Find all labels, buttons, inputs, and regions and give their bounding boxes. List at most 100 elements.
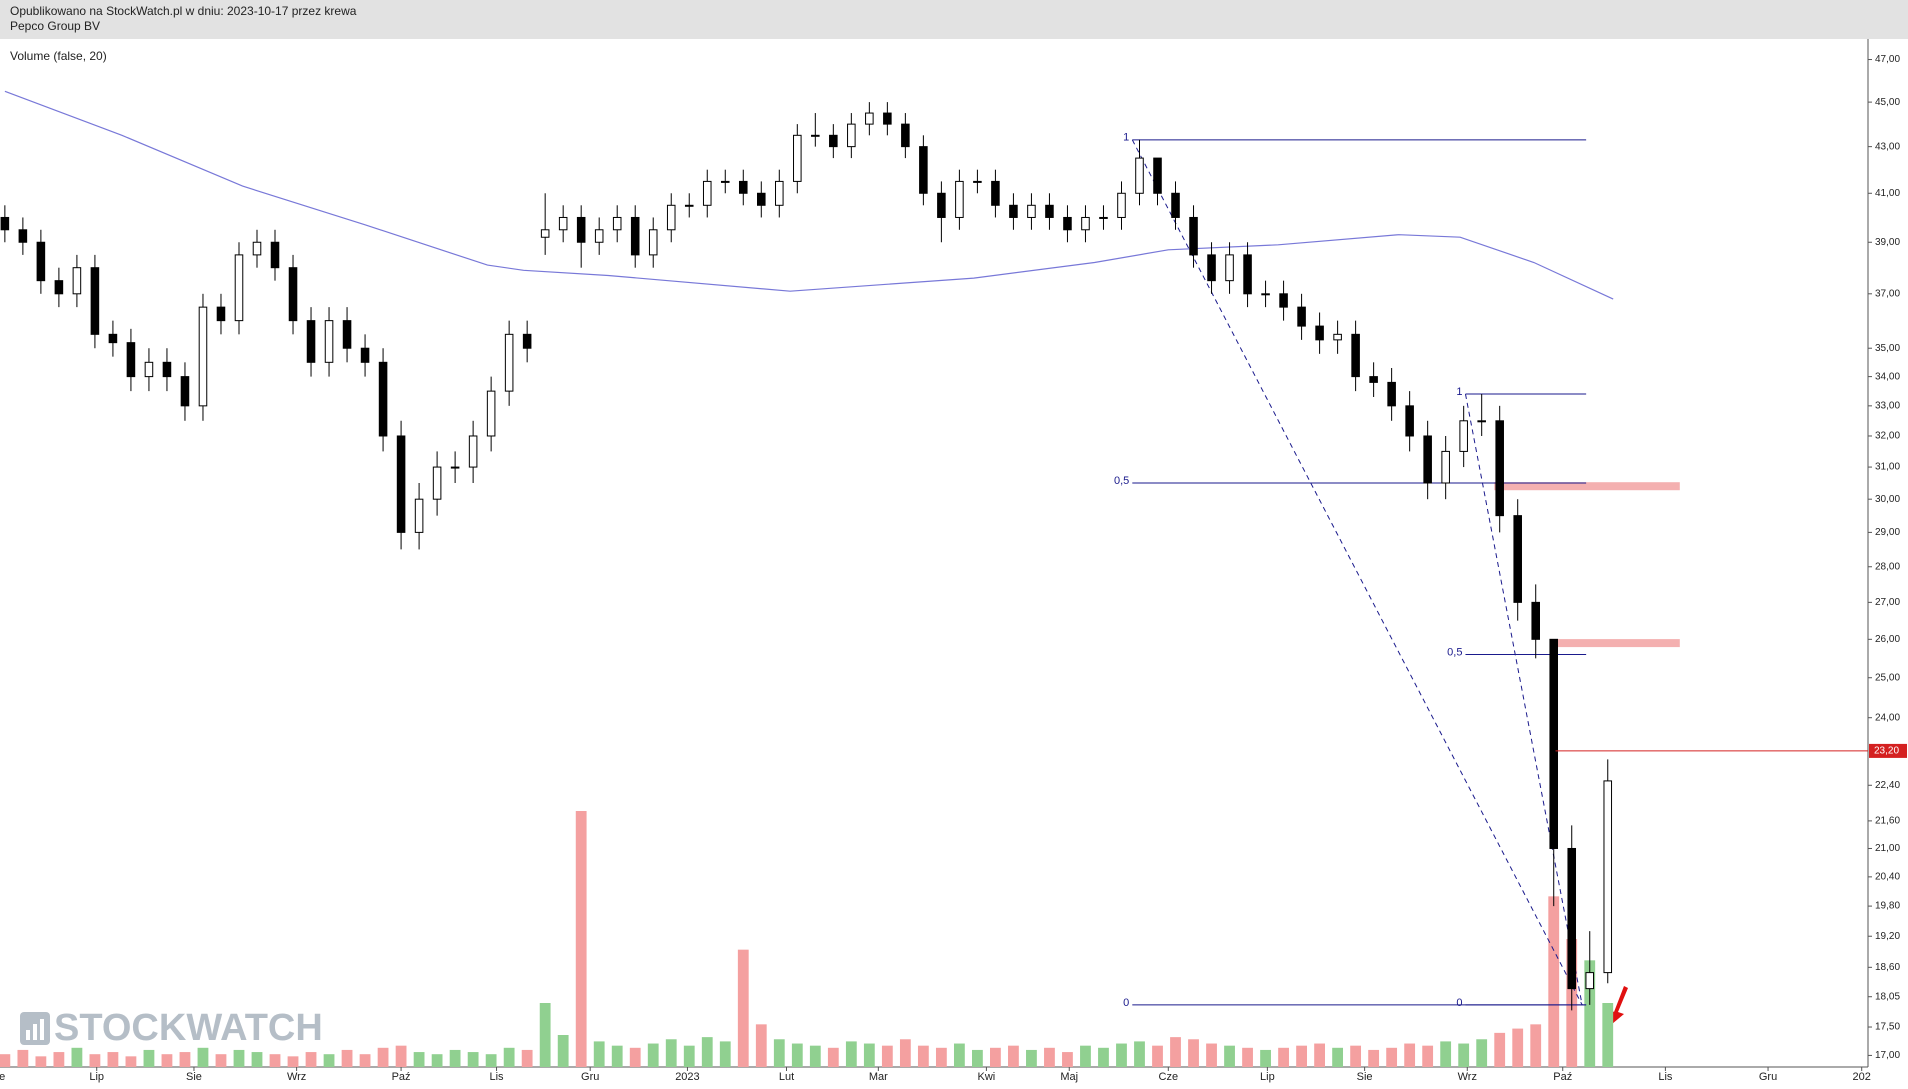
x-tick-label: Cze <box>1159 1071 1179 1083</box>
candle-body <box>1045 204 1054 218</box>
volume-bar <box>1440 1041 1452 1067</box>
volume-bar <box>575 811 587 1067</box>
candle-body <box>396 435 406 533</box>
fib-label: 0 <box>1123 997 1129 1009</box>
candle-body <box>0 216 10 231</box>
y-tick-label: 17,50 <box>1875 1022 1900 1033</box>
x-tick-label: Lis <box>490 1071 505 1083</box>
candle-body <box>1423 435 1432 484</box>
candle-body <box>540 229 550 238</box>
candle-body <box>991 180 1000 206</box>
y-tick-label: 31,00 <box>1875 462 1900 473</box>
x-tick-label: Gru <box>1759 1071 1777 1083</box>
volume-bar <box>557 1035 569 1067</box>
x-tick-label: Paź <box>392 1071 411 1083</box>
volume-bar <box>53 1052 65 1067</box>
y-tick-label: 28,00 <box>1875 561 1900 572</box>
candle-body <box>342 320 352 349</box>
fib-label: 1 <box>1123 132 1129 144</box>
candle-body <box>1261 293 1270 296</box>
x-tick-label: Wrz <box>1458 1071 1477 1083</box>
candle-body <box>720 180 730 183</box>
fib-trend <box>1464 393 1583 1005</box>
volume-bar <box>683 1045 695 1067</box>
y-tick-label: 30,00 <box>1875 494 1900 505</box>
volume-bar <box>341 1049 353 1067</box>
candle-body <box>90 267 100 335</box>
candle-body <box>414 498 424 533</box>
candle-body <box>162 361 172 378</box>
y-tick-label: 27,00 <box>1875 597 1900 608</box>
y-tick-label: 24,00 <box>1875 712 1900 723</box>
fib-label: 0,5 <box>1447 646 1462 658</box>
volume-bar <box>143 1049 155 1067</box>
volume-bar <box>233 1049 245 1067</box>
volume-bar <box>1494 1032 1506 1067</box>
fib-label: 0 <box>1456 997 1462 1009</box>
volume-bar <box>1530 1024 1542 1067</box>
candle-body <box>883 112 892 125</box>
volume-bar <box>647 1043 659 1067</box>
volume-bar <box>287 1056 299 1067</box>
candle-body <box>1603 780 1613 974</box>
candle-body <box>450 466 460 469</box>
x-tick-label: Lip <box>89 1071 104 1083</box>
volume-bar <box>1116 1043 1127 1067</box>
volume-bar <box>161 1054 173 1067</box>
candle-body <box>1513 515 1522 603</box>
volume-bar <box>1584 960 1596 1067</box>
candle-body <box>1585 972 1595 990</box>
candle-body <box>36 241 46 282</box>
candle-body <box>1315 325 1324 341</box>
y-tick-label: 29,00 <box>1875 527 1900 538</box>
candle-body <box>919 146 928 194</box>
volume-bar <box>737 949 749 1067</box>
resistance-zone <box>1494 482 1680 491</box>
volume-bar <box>1548 896 1560 1067</box>
candle-body <box>594 229 604 243</box>
y-tick-label: 43,00 <box>1875 141 1900 152</box>
candle-body <box>666 204 676 231</box>
x-tick-label: Paź <box>1553 1071 1572 1083</box>
volume-bar <box>863 1043 875 1067</box>
fib-trend <box>1131 139 1583 1006</box>
volume-bar <box>899 1039 911 1067</box>
candle-body <box>1351 333 1360 378</box>
candle-body <box>522 333 532 349</box>
candle-body <box>306 320 316 363</box>
moving-average <box>4 90 1614 300</box>
volume-bar <box>125 1056 137 1067</box>
candle-body <box>360 347 370 363</box>
candle-body <box>1567 847 1577 990</box>
volume-bar <box>1008 1045 1019 1067</box>
volume-bar <box>629 1047 641 1067</box>
volume-bar <box>1206 1043 1217 1067</box>
y-tick-label: 47,00 <box>1875 54 1900 65</box>
volume-bar <box>1422 1045 1434 1067</box>
volume-bar <box>521 1049 533 1067</box>
x-tick-label: Mar <box>869 1071 888 1083</box>
candle-body <box>1531 601 1540 640</box>
x-tick-label: Gru <box>581 1071 599 1083</box>
volume-bar <box>809 1045 821 1067</box>
volume-bar <box>0 1054 11 1067</box>
volume-bar <box>1512 1028 1524 1067</box>
volume-bar <box>323 1054 335 1067</box>
header-subtitle: Pepco Group BV <box>10 19 100 33</box>
volume-bar <box>1404 1043 1416 1067</box>
candle-body <box>1333 333 1342 341</box>
candle-body <box>1441 450 1450 484</box>
volume-bar <box>395 1045 407 1067</box>
volume-bar <box>251 1052 263 1067</box>
y-tick-label: 21,00 <box>1875 843 1900 854</box>
fib-label: 1 <box>1456 386 1462 398</box>
candle-body <box>1063 216 1072 231</box>
volume-bar <box>1332 1047 1344 1067</box>
volume-bar <box>1062 1052 1073 1067</box>
candle-body <box>558 216 568 231</box>
volume-bar <box>539 1003 551 1067</box>
x-tick-label: Lip <box>1260 1071 1275 1083</box>
candle-body <box>648 229 658 256</box>
last-price-label: 23,20 <box>1874 746 1899 757</box>
volume-bar <box>1134 1041 1145 1067</box>
